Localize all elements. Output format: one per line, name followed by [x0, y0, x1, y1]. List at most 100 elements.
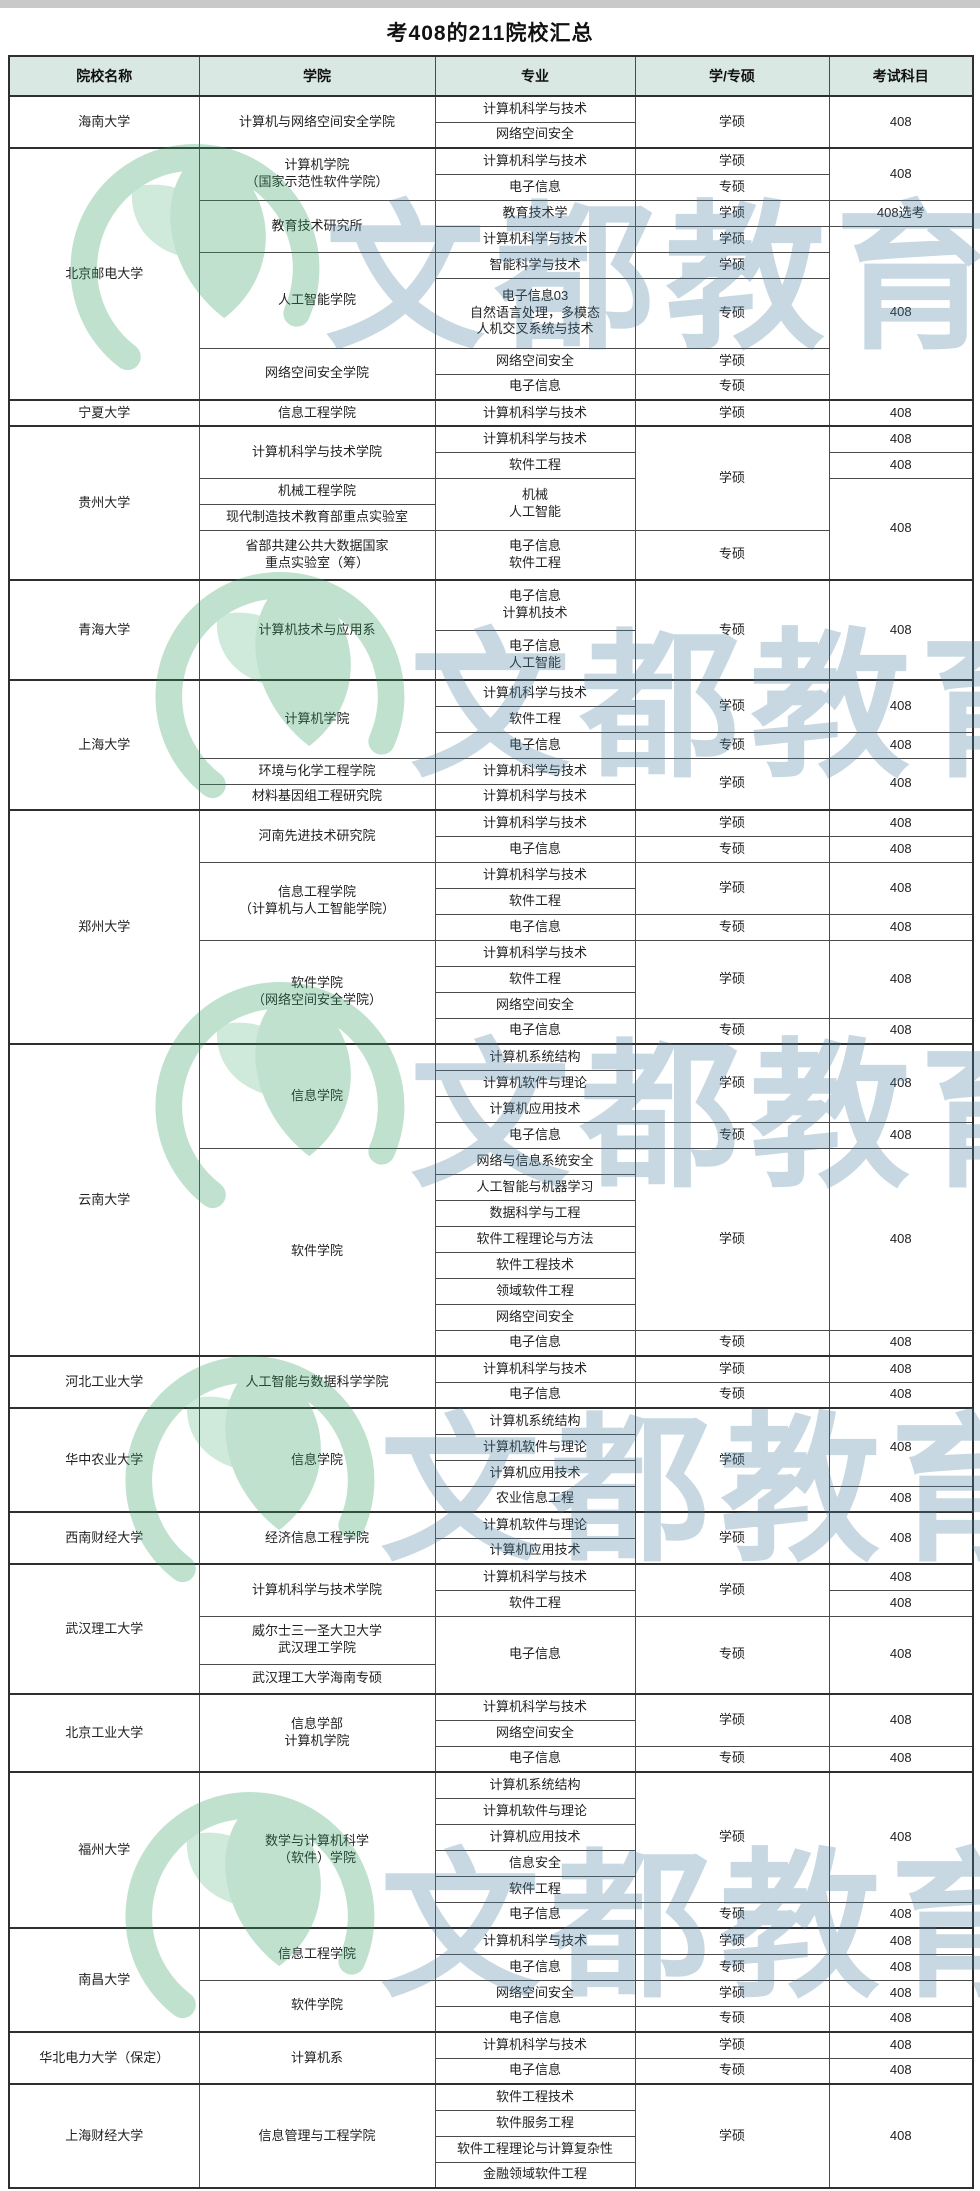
table-row: 金融领域软件工程	[9, 2161, 973, 2189]
table-cell: 云南大学	[8, 1043, 200, 1357]
table-cell: 学硕	[634, 809, 830, 837]
table-row: 电子信息 专硕 408	[9, 731, 974, 759]
table-cell: 宁夏大学	[8, 399, 200, 427]
table-cell: 信息学院	[198, 1043, 436, 1149]
table-cell: 电子信息	[434, 1121, 636, 1149]
table-cell: 数学与计算机科学 （软件）学院	[198, 1771, 436, 1929]
table-cell: 软件学院	[198, 1979, 436, 2033]
table-row: 西南财经大学 经济信息工程学院 计算机软件与理论 学硕 408	[8, 1511, 974, 1565]
table-cell: 专硕	[634, 1329, 830, 1357]
table-cell: 学硕	[634, 1511, 830, 1565]
table-row: 信息工程学院 （计算机与人工智能学院） 计算机科学与技术 学硕 408	[9, 861, 974, 941]
table-row: 电子信息 专硕 408	[9, 1901, 974, 1929]
table-cell: 电子信息 软件工程	[434, 529, 636, 581]
column-header-college: 学院	[198, 55, 436, 97]
table-row: 海南大学 计算机与网络空间安全学院 计算机科学与技术 学硕 408	[8, 95, 974, 149]
table-cell: 材料基因组工程研究院	[198, 783, 436, 811]
table-cell: 信息安全	[434, 1849, 636, 1877]
table-row: 电子信息 人工智能	[9, 629, 973, 681]
table-cell: 学硕	[634, 95, 830, 149]
table-row: 软件工程	[9, 965, 973, 993]
table-row: 电子信息 专硕 408	[9, 1121, 974, 1149]
table-cell: 计算机学院 （国家示范性软件学院）	[198, 147, 436, 201]
table-row: 教育技术研究所 教育技术学 学硕 408选考	[9, 199, 974, 253]
table-cell: 408	[828, 425, 974, 453]
table-cell: 软件工程	[434, 887, 636, 915]
table-cell: 计算机科学与技术	[434, 783, 636, 811]
table-cell: 408	[828, 225, 974, 401]
table-cell: 华中农业大学	[8, 1407, 200, 1513]
table-cell: 408	[828, 2031, 974, 2059]
table-row: 上海大学 计算机学院 计算机科学与技术 学硕 408	[8, 679, 974, 811]
table-cell: 软件工程	[434, 705, 636, 733]
table-cell: 环境与化学工程学院	[198, 757, 436, 785]
table-cell: 北京邮电大学	[8, 147, 200, 401]
table-cell: 学硕	[634, 425, 830, 531]
table-row: 软件工程	[9, 887, 973, 915]
table-cell: 网络空间安全	[434, 991, 636, 1019]
table-cell: 计算机科学与技术	[434, 939, 636, 967]
table-cell: 贵州大学	[8, 425, 200, 581]
table-cell: 福州大学	[8, 1771, 200, 1929]
table-row: 电子信息 专硕 408	[9, 913, 974, 941]
table-row: 软件工程技术	[9, 1251, 973, 1279]
table-cell: 专硕	[634, 1953, 830, 1981]
table-cell: 网络空间安全	[434, 121, 636, 149]
table-cell: 计算机科学与技术	[434, 809, 636, 837]
table-row: 计算机科学与技术 学硕 408	[9, 225, 974, 401]
table-cell: 学硕	[634, 1563, 830, 1617]
table-cell: 408	[828, 1381, 974, 1409]
table-cell: 郑州大学	[8, 809, 200, 1045]
table-cell: 408	[828, 1589, 974, 1617]
table-cell: 信息工程学院 （计算机与人工智能学院）	[198, 861, 436, 941]
table-row: 计算机应用技术	[9, 1095, 973, 1123]
table-cell: 408选考	[828, 199, 974, 227]
table-cell: 408	[828, 1329, 974, 1357]
table-row: 武汉理工大学 计算机科学与技术学院 计算机科学与技术 学硕 408	[8, 1563, 974, 1695]
table-cell: 408	[828, 809, 974, 837]
table-row: 省部共建公共大数据国家 重点实验室（筹） 电子信息 软件工程 专硕	[9, 529, 973, 581]
table-cell: 软件学院 （网络空间安全学院）	[198, 939, 436, 1045]
table-row: 福州大学 数学与计算机科学 （软件）学院 计算机系统结构 学硕 408	[8, 1771, 974, 1929]
table-cell: 信息工程学院	[198, 399, 436, 427]
table-row: 郑州大学 河南先进技术研究院 计算机科学与技术 学硕 408	[8, 809, 974, 1045]
table-cell: 计算机科学与技术	[434, 1355, 636, 1383]
table-cell: 408	[828, 1043, 974, 1123]
table-cell: 408	[828, 1953, 974, 1981]
table-row: 威尔士三一圣大卫大学 武汉理工学院 电子信息 专硕 408	[9, 1615, 974, 1695]
table-cell: 408	[828, 1563, 974, 1591]
table-cell: 408	[828, 1615, 974, 1695]
table-cell: 学硕	[634, 757, 830, 811]
table-cell: 408	[828, 2057, 974, 2085]
table-cell: 计算机技术与应用系	[198, 579, 436, 681]
table-cell: 计算机科学与技术学院	[198, 425, 436, 479]
table-row: 数据科学与工程	[9, 1199, 973, 1227]
table-cell: 学硕	[634, 1043, 830, 1123]
table-cell: 学硕	[634, 225, 830, 253]
table-cell: 学硕	[634, 679, 830, 733]
table-cell: 计算机软件与理论	[434, 1511, 636, 1539]
table-cell: 电子信息	[434, 835, 636, 863]
table-cell: 网络空间安全	[434, 1303, 636, 1331]
table-cell: 北京工业大学	[8, 1693, 200, 1773]
table-cell: 电子信息	[434, 731, 636, 759]
table-cell: 西南财经大学	[8, 1511, 200, 1565]
table-cell: 电子信息 计算机技术	[434, 579, 636, 631]
table-cell: 408	[828, 1017, 974, 1045]
table-cell: 学硕	[634, 2031, 830, 2059]
table-cell: 408	[828, 579, 974, 681]
table-cell: 教育技术研究所	[198, 199, 436, 253]
table-row: 计算机应用技术	[9, 1823, 973, 1851]
table-cell: 408	[828, 861, 974, 915]
table-cell: 软件工程	[434, 965, 636, 993]
table-cell: 408	[828, 731, 974, 759]
table-cell: 上海财经大学	[8, 2083, 200, 2189]
table-cell: 408	[828, 1901, 974, 1929]
table-row: 材料基因组工程研究院 计算机科学与技术	[9, 783, 973, 811]
table-cell: 现代制造技术教育部重点实验室	[198, 503, 436, 531]
table-cell: 408	[828, 1771, 974, 1903]
table-cell: 计算机应用技术	[434, 1823, 636, 1851]
table-row: 电子信息 专硕 408	[9, 835, 974, 863]
table-row: 北京工业大学 信息学部 计算机学院 计算机科学与技术 学硕 408	[8, 1693, 974, 1773]
universities-table: 院校名称 学院 专业 学/专硕 考试科目 海南大学 计算机与网络空间安全学院 计算机…	[8, 55, 974, 2189]
